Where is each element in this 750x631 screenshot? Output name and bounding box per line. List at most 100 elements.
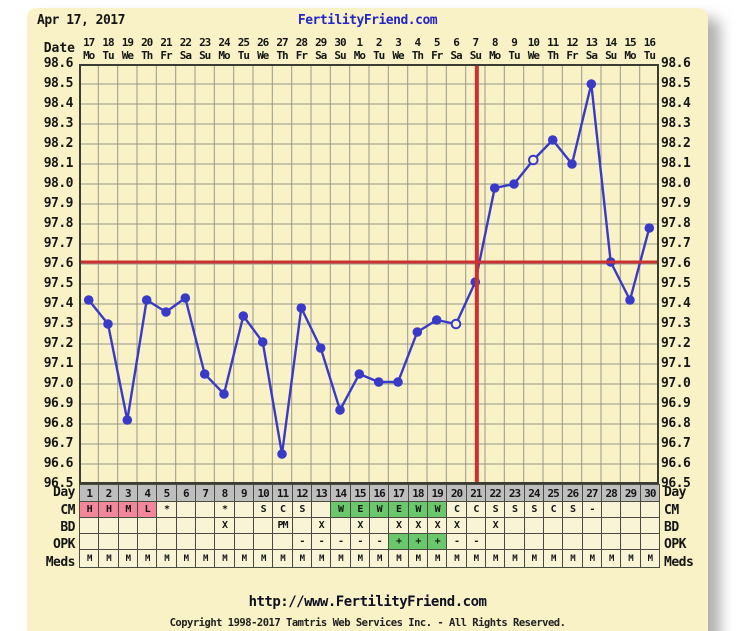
opk-cell: -: [312, 533, 332, 550]
bd-cell: [331, 517, 351, 534]
temp-point[interactable]: [277, 449, 287, 459]
day-cell[interactable]: 28: [602, 484, 622, 502]
opk-cell: [176, 533, 196, 550]
opk-cell: -: [466, 533, 486, 550]
temp-point[interactable]: [412, 327, 423, 337]
date-cell: 13: [585, 36, 598, 49]
temp-point[interactable]: [315, 343, 326, 353]
footer-url-link[interactable]: http://www.FertilityFriend.com: [248, 594, 487, 610]
temp-tick-label: 98.2: [43, 136, 74, 151]
temp-tick-label: 97.0: [661, 376, 691, 391]
temp-point[interactable]: [83, 295, 94, 305]
temp-point[interactable]: [354, 369, 365, 379]
day-cell[interactable]: 26: [563, 484, 583, 502]
temp-point[interactable]: [489, 183, 500, 193]
weekday-cell: Fr: [566, 49, 578, 62]
meds-cell: M: [370, 549, 390, 568]
temp-point[interactable]: [393, 377, 403, 387]
temp-point[interactable]: [644, 223, 655, 233]
site-title-link[interactable]: FertilityFriend.com: [297, 13, 438, 28]
day-cell[interactable]: 7: [196, 484, 216, 502]
temp-point[interactable]: [161, 307, 171, 317]
bd-cell: X: [350, 517, 370, 534]
meds-cell: M: [80, 549, 100, 568]
day-cell[interactable]: 25: [544, 484, 564, 502]
bd-cell: X: [215, 517, 235, 534]
day-cell[interactable]: 22: [486, 484, 506, 502]
temp-tick-label: 98.2: [661, 136, 691, 151]
day-cell[interactable]: 6: [176, 484, 196, 502]
temp-point[interactable]: [450, 318, 462, 330]
temp-point[interactable]: [625, 295, 635, 305]
temp-point[interactable]: [180, 293, 191, 303]
day-cell[interactable]: 17: [389, 484, 409, 502]
day-cell[interactable]: 14: [331, 484, 351, 502]
date-cell: 1: [356, 36, 364, 49]
opk-cell: +: [389, 533, 409, 550]
weekday-cell: Mo: [218, 49, 230, 62]
temp-tick-label: 96.5: [661, 476, 691, 491]
bd-cell: X: [408, 517, 428, 534]
temp-point[interactable]: [238, 311, 249, 321]
day-cell[interactable]: 12: [292, 484, 312, 502]
meds-cell: M: [234, 549, 254, 568]
date-cell: 26: [257, 36, 269, 49]
temp-point[interactable]: [141, 295, 152, 305]
day-cell[interactable]: 8: [215, 484, 235, 502]
cm-cell: [176, 501, 196, 518]
day-cell[interactable]: 11: [273, 484, 293, 502]
day-cell[interactable]: 23: [505, 484, 525, 502]
bd-cell: [582, 517, 602, 534]
temp-point[interactable]: [547, 135, 558, 145]
temp-point[interactable]: [257, 337, 268, 347]
day-cell[interactable]: 9: [234, 484, 254, 502]
temp-point[interactable]: [335, 405, 345, 415]
opk-cell: -: [447, 533, 467, 550]
opk-cell: [486, 533, 506, 550]
temp-tick-label: 97.7: [661, 236, 691, 251]
temp-point[interactable]: [219, 389, 229, 399]
bd-cell: [99, 517, 119, 534]
day-cell[interactable]: 16: [370, 484, 390, 502]
day-cell[interactable]: 29: [621, 484, 641, 502]
temp-point[interactable]: [586, 79, 597, 89]
weekday-cell: Tu: [643, 49, 656, 62]
temp-point[interactable]: [373, 377, 384, 387]
day-cell[interactable]: 19: [428, 484, 448, 502]
temp-point[interactable]: [103, 319, 113, 329]
date-cell: 21: [160, 36, 172, 49]
temp-point[interactable]: [567, 159, 577, 169]
day-cell[interactable]: 27: [582, 484, 602, 502]
day-cell[interactable]: 18: [408, 484, 428, 502]
cm-cell: [602, 501, 622, 518]
day-cell[interactable]: 21: [466, 484, 486, 502]
cm-cell: W: [428, 501, 448, 518]
day-cell[interactable]: 10: [254, 484, 274, 502]
temp-tick-label: 98.3: [43, 116, 74, 131]
day-cell[interactable]: 15: [350, 484, 370, 502]
date-cell: 7: [472, 36, 480, 49]
day-cell[interactable]: 5: [157, 484, 177, 502]
cm-cell: S: [486, 501, 506, 518]
day-cell[interactable]: 3: [118, 484, 138, 502]
day-cell[interactable]: 20: [447, 484, 467, 502]
temp-point[interactable]: [122, 415, 133, 425]
temp-point[interactable]: [528, 154, 539, 166]
temp-point[interactable]: [296, 303, 307, 313]
temp-tick-label: 97.1: [43, 356, 74, 371]
date-cell: 2: [375, 36, 383, 49]
row-label-cm: CM: [60, 503, 75, 518]
day-cell[interactable]: 13: [312, 484, 332, 502]
temp-point[interactable]: [509, 179, 519, 189]
meds-cell: M: [176, 549, 196, 568]
day-cell[interactable]: 24: [524, 484, 544, 502]
temp-point[interactable]: [431, 315, 442, 325]
bd-cell: X: [389, 517, 409, 534]
day-cell[interactable]: 1: [80, 484, 100, 502]
temp-point[interactable]: [199, 369, 210, 379]
day-cell[interactable]: 2: [99, 484, 119, 502]
day-cell[interactable]: 4: [138, 484, 158, 502]
day-cell[interactable]: 30: [640, 484, 660, 502]
meds-cell: M: [505, 549, 525, 568]
temp-tick-label: 96.7: [43, 436, 74, 451]
